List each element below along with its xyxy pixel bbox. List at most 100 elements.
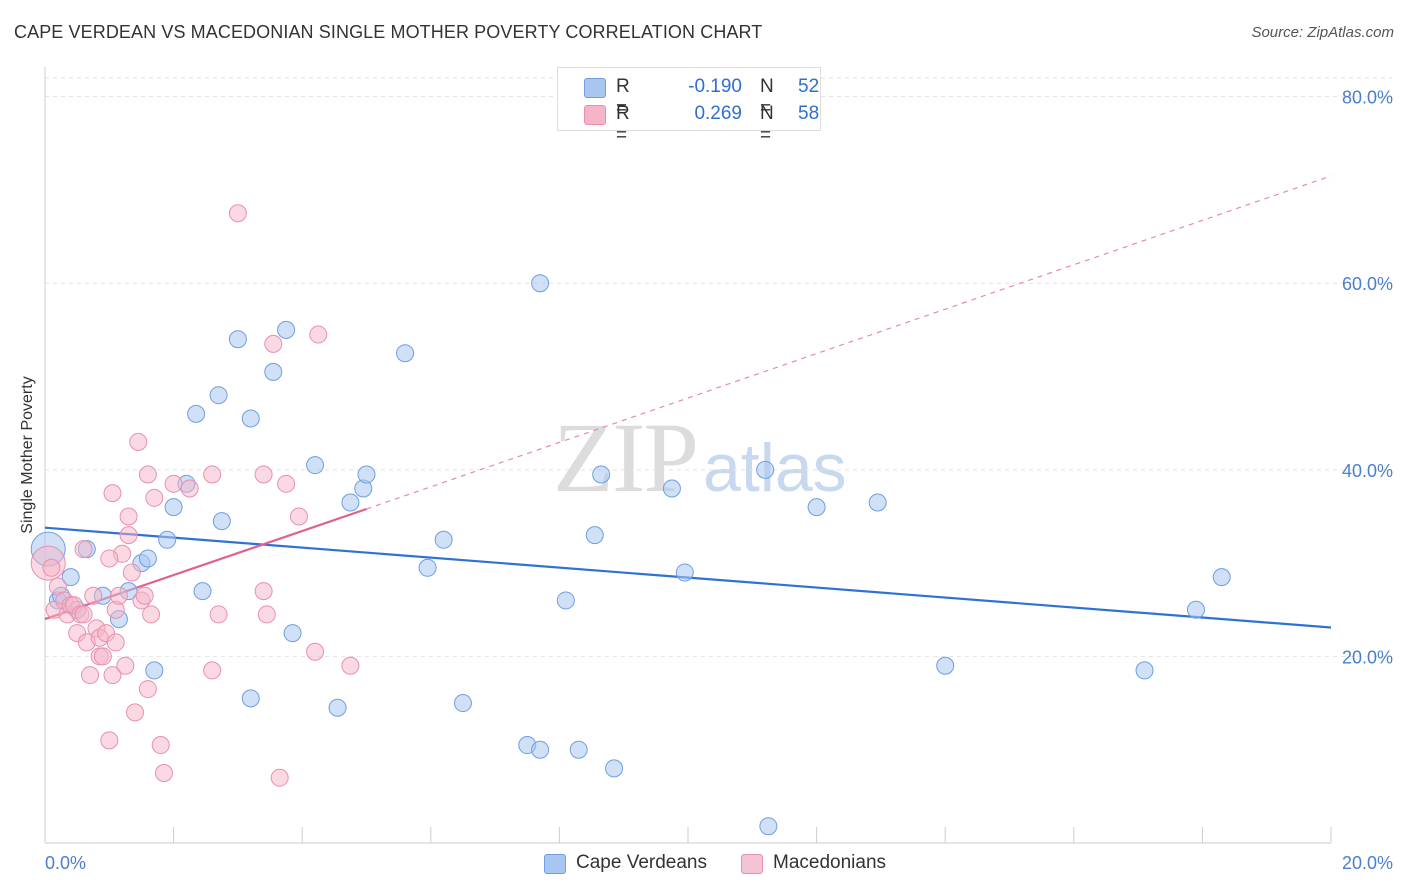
legend-r-label: R = — [616, 103, 630, 146]
data-point-cape-verdeans — [605, 759, 624, 778]
data-point-cape-verdeans — [357, 465, 376, 484]
data-point-cape-verdeans — [145, 661, 164, 680]
data-point-macedonians — [180, 479, 199, 498]
data-point-macedonians — [74, 540, 93, 559]
bottom-legend-label: Cape Verdeans — [576, 852, 707, 873]
data-point-macedonians — [341, 656, 360, 675]
bottom-legend-swatch-pink — [741, 854, 763, 874]
axes — [44, 67, 1332, 844]
watermark-atlas: atlas — [703, 430, 847, 506]
series-macedonians — [30, 204, 360, 787]
data-point-macedonians — [135, 586, 154, 605]
data-point-macedonians — [126, 703, 145, 722]
data-point-macedonians — [309, 325, 328, 344]
y-tick-label: 60.0% — [1342, 274, 1393, 294]
data-point-cape-verdeans — [283, 624, 302, 643]
data-point-cape-verdeans — [556, 591, 575, 610]
data-point-cape-verdeans — [585, 526, 604, 545]
data-point-macedonians — [257, 605, 276, 624]
legend-n-label: N = — [760, 76, 774, 119]
y-tick-label: 20.0% — [1342, 647, 1393, 667]
x-tick-label: 20.0% — [1342, 853, 1393, 873]
data-point-macedonians — [103, 666, 122, 685]
data-point-macedonians — [203, 465, 222, 484]
data-point-macedonians — [154, 764, 173, 783]
data-point-macedonians — [106, 633, 125, 652]
data-point-cape-verdeans — [868, 493, 887, 512]
gridlines — [45, 77, 1392, 657]
data-point-macedonians — [119, 526, 138, 545]
data-point-macedonians — [100, 549, 119, 568]
data-point-cape-verdeans — [531, 740, 550, 759]
legend-n-value: 52 — [798, 76, 820, 97]
series-cape-verdeans — [30, 274, 1231, 836]
data-point-cape-verdeans — [418, 558, 437, 577]
x-tick-label: 0.0% — [45, 853, 86, 873]
data-point-cape-verdeans — [936, 656, 955, 675]
data-point-cape-verdeans — [306, 456, 325, 475]
data-point-cape-verdeans — [675, 563, 694, 582]
data-point-macedonians — [270, 768, 289, 787]
data-point-cape-verdeans — [453, 694, 472, 713]
y-tick-label: 80.0% — [1342, 88, 1393, 108]
legend-swatch-pink — [584, 105, 606, 125]
data-point-cape-verdeans — [662, 479, 681, 498]
data-point-cape-verdeans — [212, 512, 231, 531]
data-point-cape-verdeans — [1186, 600, 1205, 619]
data-point-cape-verdeans — [164, 498, 183, 517]
legend-r-value: -0.190 — [688, 76, 742, 97]
trend-line-macedonians-extended — [366, 175, 1332, 510]
data-point-macedonians — [119, 507, 138, 526]
data-point-cape-verdeans — [61, 568, 80, 587]
legend-n-label: N = — [760, 103, 774, 146]
data-point-cape-verdeans — [759, 817, 778, 836]
data-point-cape-verdeans — [1135, 661, 1154, 680]
data-point-cape-verdeans — [158, 530, 177, 549]
data-point-cape-verdeans — [1212, 568, 1231, 587]
data-point-cape-verdeans — [209, 386, 228, 405]
data-point-cape-verdeans — [264, 362, 283, 381]
data-point-macedonians — [103, 484, 122, 503]
data-point-macedonians — [306, 642, 325, 661]
data-point-macedonians — [151, 736, 170, 755]
data-point-macedonians — [93, 647, 112, 666]
data-point-macedonians — [74, 605, 93, 624]
data-point-cape-verdeans — [341, 493, 360, 512]
data-point-macedonians — [277, 474, 296, 493]
data-point-macedonians — [164, 474, 183, 493]
data-point-cape-verdeans — [138, 549, 157, 568]
data-point-macedonians — [129, 432, 148, 451]
data-point-macedonians — [142, 605, 161, 624]
data-point-macedonians — [109, 586, 128, 605]
data-point-cape-verdeans — [241, 689, 260, 708]
data-point-cape-verdeans — [807, 498, 826, 517]
data-point-macedonians — [254, 465, 273, 484]
data-point-macedonians — [122, 563, 141, 582]
data-point-macedonians — [84, 586, 103, 605]
data-point-macedonians — [116, 656, 135, 675]
data-point-macedonians — [145, 488, 164, 507]
data-point-macedonians — [203, 661, 222, 680]
legend-r-label: R = — [616, 76, 630, 119]
data-point-macedonians — [138, 680, 157, 699]
legend-r-value: 0.269 — [694, 103, 742, 124]
data-point-cape-verdeans — [328, 698, 347, 717]
data-point-cape-verdeans — [396, 344, 415, 363]
legend-swatch-blue — [584, 78, 606, 98]
data-point-cape-verdeans — [241, 409, 260, 428]
source-credit: Source: ZipAtlas.com — [1251, 24, 1394, 41]
data-point-cape-verdeans — [187, 404, 206, 423]
correlation-legend: R = -0.190 N = 52 R = 0.269 N = 58 — [557, 67, 821, 146]
data-point-cape-verdeans — [592, 465, 611, 484]
data-point-macedonians — [100, 731, 119, 750]
bottom-legend-swatch-blue — [544, 854, 566, 874]
chart-title: CAPE VERDEAN VS MACEDONIAN SINGLE MOTHER… — [14, 22, 763, 42]
legend-n-value: 58 — [798, 103, 820, 124]
data-point-macedonians — [209, 605, 228, 624]
data-point-macedonians — [254, 582, 273, 601]
data-point-cape-verdeans — [531, 274, 550, 293]
data-point-cape-verdeans — [193, 582, 212, 601]
tick-labels: 20.0% 40.0% 60.0% 80.0% 0.0% 20.0% — [45, 88, 1393, 873]
y-tick-label: 40.0% — [1342, 461, 1393, 481]
